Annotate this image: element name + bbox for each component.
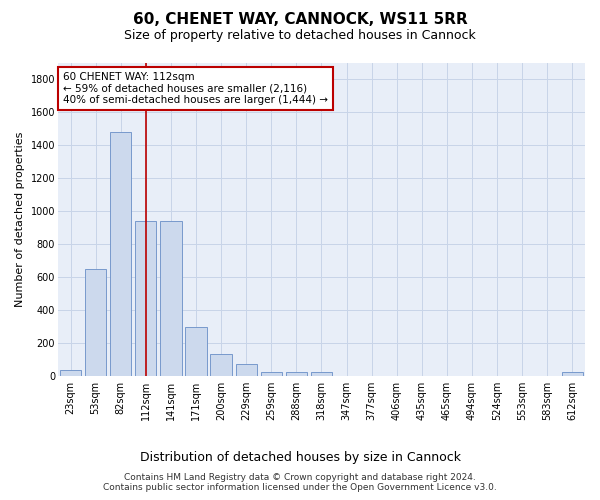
Y-axis label: Number of detached properties: Number of detached properties bbox=[15, 132, 25, 307]
Bar bbox=[236, 364, 257, 376]
Bar bbox=[60, 370, 81, 376]
Bar bbox=[160, 221, 182, 376]
Bar bbox=[211, 354, 232, 376]
Bar bbox=[286, 372, 307, 376]
Bar bbox=[85, 268, 106, 376]
Bar bbox=[185, 327, 206, 376]
Bar bbox=[260, 372, 282, 376]
Text: Size of property relative to detached houses in Cannock: Size of property relative to detached ho… bbox=[124, 29, 476, 42]
Bar bbox=[135, 221, 157, 376]
Text: Distribution of detached houses by size in Cannock: Distribution of detached houses by size … bbox=[139, 451, 461, 464]
Text: 60, CHENET WAY, CANNOCK, WS11 5RR: 60, CHENET WAY, CANNOCK, WS11 5RR bbox=[133, 12, 467, 28]
Text: 60 CHENET WAY: 112sqm
← 59% of detached houses are smaller (2,116)
40% of semi-d: 60 CHENET WAY: 112sqm ← 59% of detached … bbox=[63, 72, 328, 105]
Text: Contains HM Land Registry data © Crown copyright and database right 2024.
Contai: Contains HM Land Registry data © Crown c… bbox=[103, 473, 497, 492]
Bar bbox=[562, 372, 583, 376]
Bar bbox=[311, 372, 332, 376]
Bar bbox=[110, 132, 131, 376]
